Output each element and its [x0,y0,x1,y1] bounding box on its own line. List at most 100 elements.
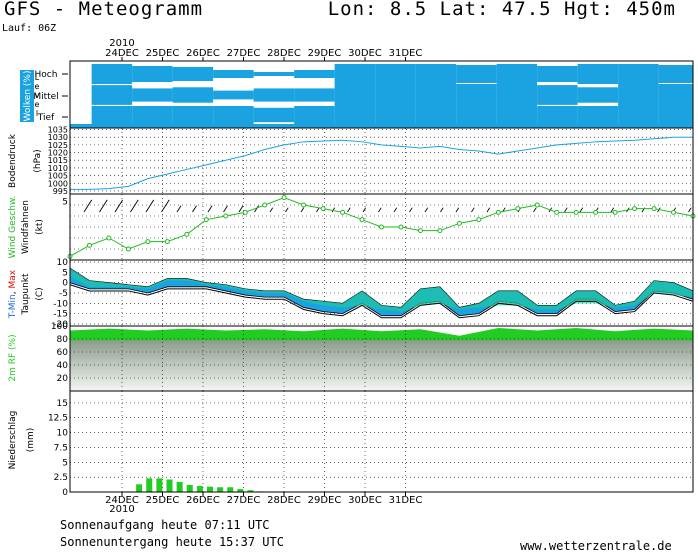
wind-barb [362,207,367,213]
pressure-tick: 1025 [48,141,68,150]
precip-bar [186,484,193,492]
precip-unit: (mm) [26,428,36,453]
wind-point [632,206,638,212]
day-label-bottom: 31DEC [389,495,423,506]
wind-barb [207,205,213,213]
pressure-tick: 1030 [48,133,68,142]
cloud-cell [213,106,254,124]
cloud-cell [132,66,173,82]
cloud-level-label: Tief [37,113,55,123]
cloud-cell [658,65,693,83]
rh-ylabel: 2m RF (%) [8,334,18,381]
precip-tick: 10 [57,429,69,439]
wind-barb [424,207,429,213]
wind-ylabel: Wind Geschw. [8,196,18,259]
cloud-cell [577,64,619,84]
temp-tick: -15 [53,310,68,320]
rh-tick: 60 [57,348,69,358]
precip-bar [146,478,153,492]
wind-barb [223,205,228,213]
wind-point [554,209,560,215]
cloud-cell [618,84,659,106]
wind-point [281,195,287,201]
cloud-label-box [20,70,34,122]
precip-tick: 7.5 [54,443,68,453]
precip-bar [176,481,183,492]
day-label-top: 30DEC [348,48,382,59]
wind-barb [564,207,568,213]
wind-barb [269,207,274,213]
pressure-tick: 1035 [48,126,68,135]
precip-bar [156,478,163,492]
wind-point [262,202,268,208]
wind-point [593,209,599,215]
year-bottom-label: 2010 [109,504,134,515]
cloud-cell [658,84,693,106]
pressure-tick: 995 [53,187,68,196]
location-info: Lon: 8.5 Lat: 47.5 Hgt: 450m [327,0,676,20]
precip-bar [217,487,224,492]
day-label-top: 29DEC [308,48,342,59]
day-label-bottom: 28DEC [267,495,301,506]
cloud-cell [496,106,538,124]
level-axis-letter: L [35,73,40,82]
cloud-ylabel: Wolken (%) [23,71,33,122]
wind-barb [114,199,124,213]
day-label-bottom: 30DEC [348,495,382,506]
wind-barb [610,207,615,213]
rh-tick: 40 [57,361,69,371]
cloud-cell [334,84,376,106]
rh-tick: 100 [51,322,68,332]
cloud-cell [334,106,376,124]
cloud-cell [375,84,416,106]
wind-tick: 5 [62,197,68,207]
cloud-cell [334,64,376,84]
cloud-level-label: Mittel [33,92,58,102]
cloud-cell [456,84,497,106]
precip-bar [166,479,173,492]
level-axis-letter: l [36,109,38,118]
wind-point [125,246,131,252]
day-label-top: 25DEC [146,48,180,59]
precip-bar [136,484,143,492]
cloud-cell [91,64,133,84]
cloud-cell [537,85,578,105]
wind-barb [238,205,244,213]
cloud-cell [294,88,335,102]
site-link[interactable]: www.wetterzentrale.de [520,539,672,553]
cloud-cell [415,84,457,106]
precip-tick: 12.5 [48,414,68,424]
wind-barb [347,207,351,213]
rh-background [70,339,693,391]
wind-point [417,228,423,234]
precip-bar [196,486,203,492]
precip-tick: 15 [57,399,68,409]
day-label-top: 24DEC [105,48,139,59]
temp-tick: 0 [62,279,68,289]
level-axis-letter: e [35,82,40,91]
wind-point [398,224,404,230]
humidity-panel: 20 40 60 80 100 2m RF (%) [8,322,693,391]
pressure-tick: 1010 [48,164,68,173]
precip-bar [207,486,213,492]
cloud-cell [618,106,659,124]
wind-barb [579,207,584,213]
cloud-base [70,124,693,128]
cloud-cell [213,70,254,78]
cloud-level-label: Hoch [35,70,58,80]
wind-point [379,224,384,230]
wind-barb [254,205,259,213]
wind-barb [688,207,692,213]
cloud-cell [172,67,214,81]
wind-barb [83,199,93,213]
precip-bar [247,490,254,492]
cloud-cell [132,88,173,102]
precip-bar [237,489,244,492]
cloud-cell [172,87,214,103]
cloud-cell [415,106,457,124]
chart-title: GFS - Meteogramm [4,0,204,20]
wind-barb [130,199,139,213]
wind-point [612,209,618,215]
